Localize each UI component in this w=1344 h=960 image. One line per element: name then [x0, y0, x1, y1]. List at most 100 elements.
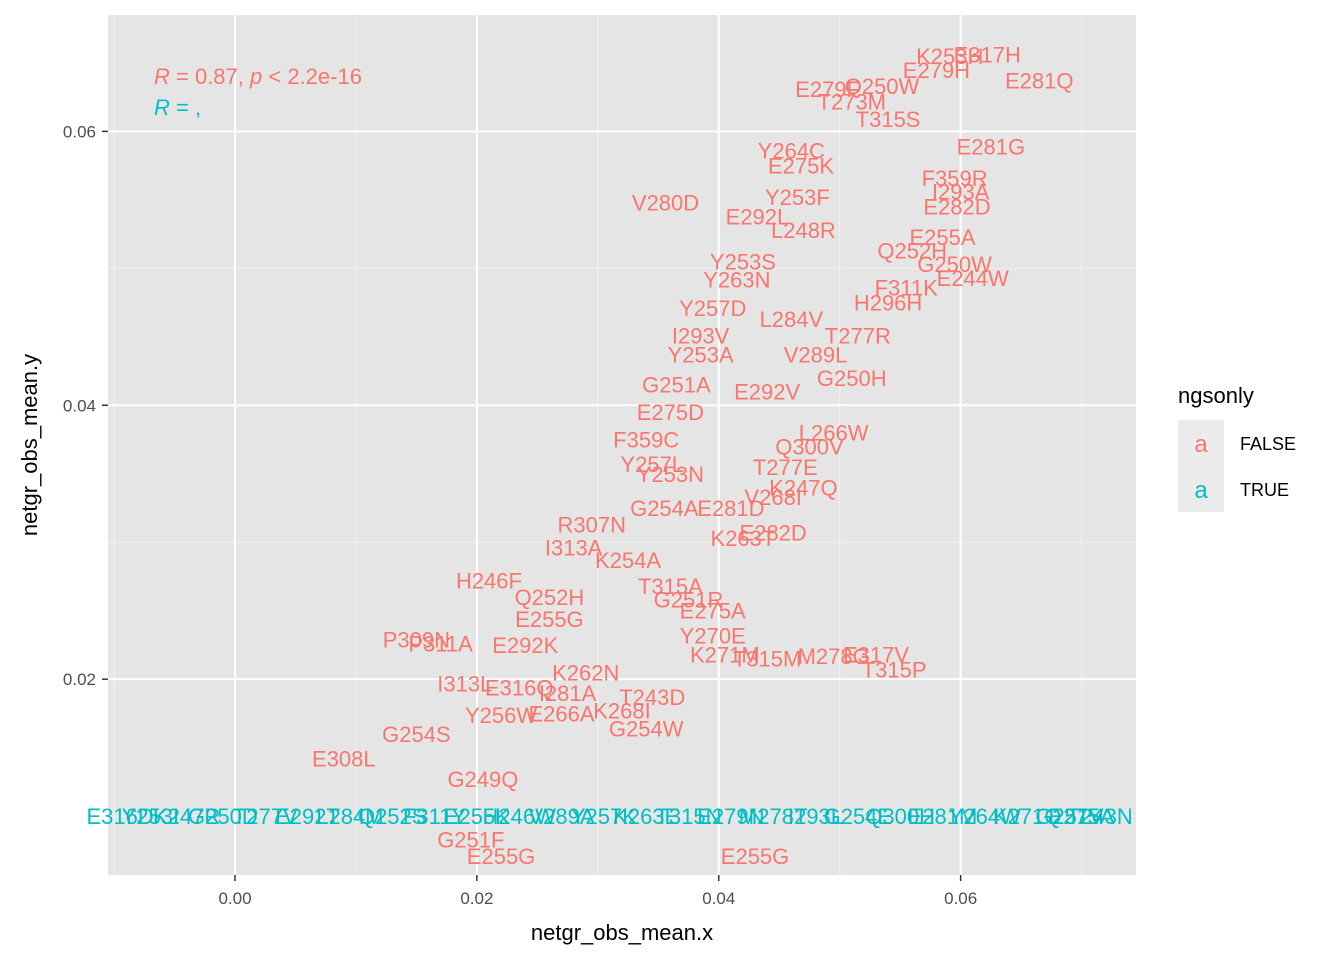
- point-label: E275D: [637, 400, 704, 425]
- point-label: T315S: [856, 107, 921, 132]
- point-label: I313A: [545, 536, 603, 561]
- point-label: G251V: [1035, 804, 1104, 829]
- point-label: T315M: [733, 647, 801, 672]
- point-label: G251F: [437, 827, 504, 852]
- x-tick-label: 0.04: [702, 889, 735, 908]
- point-label: Q252S: [358, 804, 427, 829]
- point-label: E282D: [740, 521, 807, 546]
- point-label: Q300H: [865, 804, 935, 829]
- point-label: V289A: [528, 804, 594, 829]
- point-label: E266A: [528, 701, 594, 726]
- point-label: T315A: [638, 574, 703, 599]
- point-label: F359R: [922, 166, 988, 191]
- legend-key: [1178, 420, 1224, 466]
- point-label: Y263N: [703, 267, 770, 292]
- point-label: H246W: [483, 804, 557, 829]
- point-label: E308L: [312, 747, 376, 772]
- point-label: G254A: [630, 496, 699, 521]
- point-label: E279H: [903, 58, 970, 83]
- legend-key: [1178, 466, 1224, 512]
- point-label: E317H: [954, 43, 1021, 68]
- correlation-annotation: R = 0.87, p < 2.2e-16: [154, 64, 362, 89]
- point-label: Q250W: [845, 74, 920, 99]
- point-label: T273M: [818, 89, 886, 114]
- point-label: E281Q: [1005, 69, 1074, 94]
- point-label: K268I: [593, 699, 651, 724]
- point-label: H246F: [456, 569, 522, 594]
- point-label: K263T: [711, 526, 776, 551]
- point-label: E255A: [909, 225, 975, 250]
- point-label: E275A: [680, 599, 746, 624]
- point-label: Q252H: [515, 585, 585, 610]
- point-label: T315P: [862, 658, 927, 683]
- legend-label: FALSE: [1240, 434, 1296, 454]
- point-label: K271M: [690, 643, 760, 668]
- y-tick-label: 0.04: [63, 396, 96, 415]
- point-label: E281D: [697, 496, 764, 521]
- point-label: Y253N: [637, 462, 704, 487]
- y-axis-ticks: 0.02 0.04 0.06: [63, 122, 108, 689]
- point-label: F359C: [613, 428, 679, 453]
- point-label: I293A: [932, 180, 990, 205]
- point-label: K247R: [153, 804, 220, 829]
- point-label: E279N: [697, 804, 764, 829]
- point-label: E275K: [768, 154, 834, 179]
- point-label: E275A: [1049, 804, 1115, 829]
- point-label: G250W: [917, 252, 992, 277]
- point-label: G251R: [654, 588, 724, 613]
- point-label: G250D: [188, 804, 258, 829]
- point-label: Y264W: [949, 804, 1021, 829]
- point-label: E316Q: [485, 675, 554, 700]
- point-label: K254A: [595, 548, 661, 573]
- point-label: E255G: [467, 844, 536, 869]
- point-label: G251A: [642, 373, 711, 398]
- point-label: Y253I: [122, 804, 180, 829]
- point-label: E292K: [492, 633, 558, 658]
- legend-key-glyph: a: [1194, 477, 1208, 504]
- point-label: E255G: [515, 607, 584, 632]
- point-label: V289L: [784, 343, 848, 368]
- series-true-labels: E316DY253IK247RG250DT277VE292TL284MQ252S…: [86, 804, 1132, 829]
- point-label: K271Q: [993, 804, 1062, 829]
- point-label: G254E: [824, 804, 893, 829]
- point-label: F311K: [875, 276, 939, 301]
- point-label: E255G: [721, 844, 790, 869]
- point-label: E292T: [275, 804, 340, 829]
- x-tick-label: 0.02: [460, 889, 493, 908]
- y-axis-title: netgr_obs_mean.y: [17, 354, 42, 536]
- point-label: R307N: [558, 512, 626, 537]
- point-label: E317V: [843, 643, 909, 668]
- point-label: Y264C: [758, 139, 825, 164]
- point-label: T277E: [753, 455, 818, 480]
- point-label: G254W: [609, 716, 684, 741]
- x-axis-title: netgr_obs_mean.x: [531, 920, 713, 945]
- point-label: Y253A: [668, 343, 734, 368]
- y-tick-label: 0.06: [63, 122, 96, 141]
- point-label: Y253S: [710, 249, 776, 274]
- point-label: I293V: [672, 323, 730, 348]
- point-label: P309N: [383, 627, 450, 652]
- point-label: T277R: [825, 323, 891, 348]
- legend-label: TRUE: [1240, 480, 1289, 500]
- point-label: T315N: [655, 804, 721, 829]
- point-label: E292V: [734, 380, 800, 405]
- plot-panel: [108, 15, 1136, 875]
- point-label: Q252H: [877, 239, 947, 264]
- point-label: L248R: [771, 218, 836, 243]
- point-label: I281A: [539, 681, 597, 706]
- point-label: Y257L: [620, 452, 684, 477]
- point-label: L284V: [760, 307, 824, 332]
- point-label: T277V: [233, 804, 298, 829]
- point-label: E244W: [937, 266, 1009, 291]
- x-axis-ticks: 0.00 0.02 0.04 0.06: [218, 875, 977, 908]
- point-label: Q300V: [775, 434, 844, 459]
- point-label: F311Y: [403, 804, 467, 829]
- point-label: E316D: [86, 804, 153, 829]
- point-label: L266W: [799, 421, 869, 446]
- point-label: K263E: [613, 804, 679, 829]
- legend-key-glyph: a: [1194, 431, 1208, 458]
- point-label: P311A: [408, 632, 473, 657]
- point-label: L284M: [316, 804, 383, 829]
